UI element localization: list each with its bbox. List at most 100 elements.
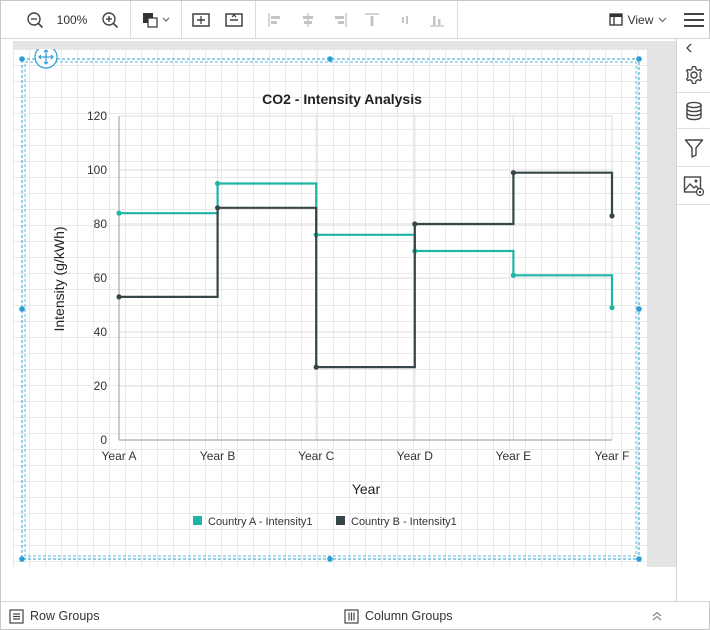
column-groups-label: Column Groups [365,609,453,623]
collapse-panel-button[interactable] [677,39,710,57]
legend-label: Country A - Intensity1 [208,516,313,528]
data-point [313,364,319,370]
x-axis-ticks: Year A Year B Year C Year D Year E Year F [102,449,630,463]
toolbar: 100% [1,1,709,39]
image-settings-icon [683,175,704,196]
data-point [510,272,516,278]
series-step-line [119,182,614,308]
y-axis-ticks: 0 20 40 60 80 100 120 [87,109,107,447]
fit-page-icon [225,12,243,27]
filter-button[interactable] [677,129,710,167]
resize-handle [19,306,25,312]
x-tick-label: Year E [496,449,532,463]
x-tick-label: Year C [298,449,335,463]
y-axis-title: Intensity (g/kWh) [51,226,67,331]
zoom-out-icon [27,11,44,28]
database-icon [685,101,702,120]
y-tick-label: 60 [94,271,108,285]
legend-swatch [193,516,202,525]
move-icon [38,49,54,65]
toolbar-separator [130,1,131,38]
chart-series [116,170,615,370]
column-groups-toggle[interactable]: Column Groups [344,602,453,630]
chart-axes [118,116,612,441]
design-surface: CO2 - Intensity Analysis 0 20 40 60 80 100 120… [13,41,676,567]
resize-handle [636,306,642,312]
y-tick-label: 100 [87,163,107,177]
x-tick-label: Year A [102,449,137,463]
x-axis-title: Year [352,481,381,497]
view-layout-icon [608,13,623,26]
y-tick-label: 40 [94,325,108,339]
row-groups-icon [9,608,24,624]
align-right-icon [335,12,347,27]
selection-frame [21,58,640,560]
legend-swatch [336,516,345,525]
chart-gridlines [119,115,613,440]
align-right-button[interactable] [330,1,350,38]
legend-item: Country B - Intensity1 [336,516,457,528]
bring-to-front-icon [143,12,170,28]
filter-icon [684,138,703,158]
y-tick-label: 80 [94,217,108,231]
align-bottom-icon [430,15,444,27]
row-groups-label: Row Groups [30,609,100,623]
data-point [116,294,122,300]
properties-button[interactable] [677,57,710,93]
legend-item: Country A - Intensity1 [193,516,313,528]
legend-label: Country B - Intensity1 [351,516,457,528]
series-step-line [119,171,614,369]
fit-width-button[interactable] [189,1,213,38]
report-canvas: CO2 - Intensity Analysis 0 20 40 60 80 100 120… [13,45,647,567]
gear-icon [685,65,702,84]
zoom-level[interactable]: 100% [53,1,91,38]
x-tick-label: Year F [595,449,630,463]
resize-handle [19,556,25,562]
main-menu-button[interactable] [681,1,707,38]
align-middle-button[interactable] [395,1,415,38]
resize-handle [19,56,25,62]
x-tick-label: Year D [397,449,434,463]
column-groups-icon [344,608,359,624]
align-center-icon [303,12,313,27]
align-middle-icon [402,15,408,24]
view-dropdown[interactable]: View [605,1,671,38]
align-left-button[interactable] [265,1,285,38]
expand-grouping-button[interactable] [651,602,663,630]
series-2 [116,170,615,370]
align-bottom-button[interactable] [427,1,447,38]
grouping-bar: Row Groups Column Groups [1,601,709,629]
y-tick-label: 20 [94,379,108,393]
chevron-left-icon [686,43,692,53]
resize-handle [636,556,642,562]
toolbar-separator [457,1,458,38]
image-manager-button[interactable] [677,167,710,205]
zoom-in-icon [102,11,119,28]
resize-handles[interactable] [19,56,642,562]
layer-order-dropdown[interactable] [139,1,173,38]
hamburger-menu-icon [684,12,704,27]
data-point [609,305,615,311]
chart-item[interactable]: CO2 - Intensity Analysis 0 20 40 60 80 100 120… [13,45,647,567]
data-sources-button[interactable] [677,93,710,129]
data-point [412,221,418,227]
resize-handle [636,56,642,62]
resize-handle [327,56,333,62]
align-top-icon [365,12,379,26]
x-tick-label: Year B [200,449,236,463]
align-center-button[interactable] [298,1,318,38]
data-point [609,213,615,219]
align-left-icon [268,12,280,27]
chart-legend: Country A - Intensity1 Country B - Intens… [193,516,457,528]
data-point [510,170,516,176]
zoom-in-button[interactable] [98,1,122,38]
y-tick-label: 0 [100,433,107,447]
move-handle[interactable] [34,45,58,69]
align-top-button[interactable] [362,1,382,38]
double-chevron-up-icon [652,611,662,621]
row-groups-toggle[interactable]: Row Groups [9,602,99,630]
fit-page-button[interactable] [222,1,246,38]
data-point [215,205,221,211]
zoom-out-button[interactable] [23,1,47,38]
right-panel [676,39,710,601]
